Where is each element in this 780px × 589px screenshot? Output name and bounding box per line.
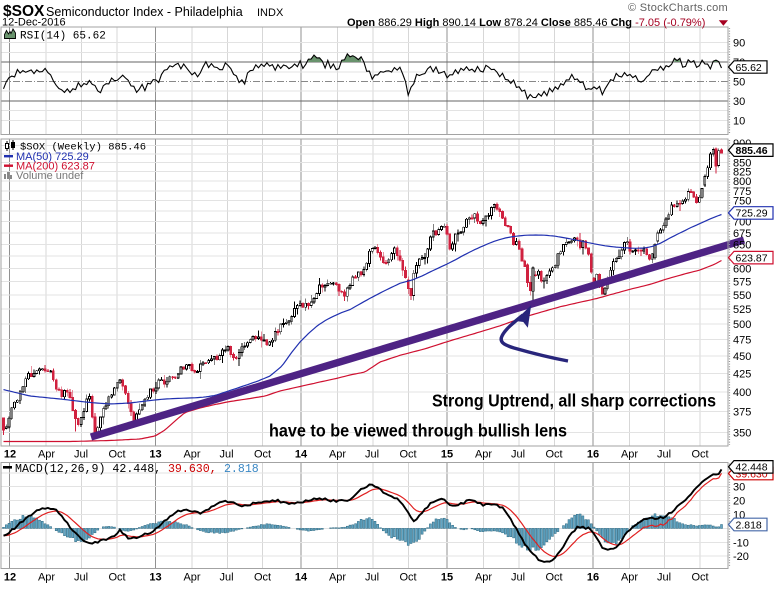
svg-text:Jul: Jul [511, 572, 525, 584]
svg-text:Jul: Jul [219, 449, 233, 461]
svg-text:Jul: Jul [511, 449, 525, 461]
svg-text:825: 825 [733, 167, 751, 179]
svg-text:450: 450 [733, 351, 751, 363]
svg-text:675: 675 [733, 228, 751, 240]
svg-text:Apr: Apr [38, 572, 55, 584]
svg-text:575: 575 [733, 277, 751, 289]
svg-text:50: 50 [733, 77, 745, 89]
svg-text:Apr: Apr [38, 449, 55, 461]
svg-text:INDX: INDX [257, 7, 284, 19]
svg-text:650: 650 [733, 239, 751, 251]
svg-text:Apr: Apr [475, 449, 492, 461]
svg-text:350: 350 [733, 428, 751, 440]
svg-text:Apr: Apr [183, 572, 200, 584]
svg-text:Oct: Oct [691, 572, 708, 584]
svg-text:Jul: Jul [657, 572, 671, 584]
svg-text:Oct: Oct [399, 449, 416, 461]
svg-text:500: 500 [733, 319, 751, 331]
svg-text:2.818: 2.818 [217, 463, 259, 476]
svg-text:475: 475 [733, 335, 751, 347]
svg-text:Apr: Apr [621, 449, 638, 461]
svg-text:Oct: Oct [545, 572, 562, 584]
svg-text:Apr: Apr [329, 572, 346, 584]
svg-text:2.818: 2.818 [736, 519, 762, 531]
svg-text:Semiconductor Index - Philadel: Semiconductor Index - Philadelphia [46, 5, 243, 19]
svg-text:Apr: Apr [475, 572, 492, 584]
svg-text:525: 525 [733, 304, 751, 316]
svg-text:90: 90 [733, 38, 745, 50]
svg-text:-10: -10 [733, 537, 749, 549]
svg-text:© StockCharts.com: © StockCharts.com [628, 2, 728, 14]
svg-text:30: 30 [733, 482, 745, 494]
svg-text:850: 850 [733, 158, 751, 170]
svg-text:13: 13 [149, 449, 161, 461]
svg-text:Apr: Apr [183, 449, 200, 461]
svg-text:MA(200) 623.87: MA(200) 623.87 [16, 161, 95, 173]
svg-text:400: 400 [733, 387, 751, 399]
svg-text:Jul: Jul [365, 449, 379, 461]
svg-text:16: 16 [587, 449, 599, 461]
svg-text:14: 14 [295, 449, 308, 461]
svg-text:Oct: Oct [108, 572, 125, 584]
svg-text:Oct: Oct [254, 572, 271, 584]
svg-text:16: 16 [587, 572, 599, 584]
svg-text:20: 20 [733, 496, 745, 508]
svg-text:Jul: Jul [74, 572, 88, 584]
svg-text:15: 15 [441, 572, 453, 584]
svg-text:MA(50) 725.29: MA(50) 725.29 [16, 151, 89, 163]
svg-text:Oct: Oct [108, 449, 125, 461]
svg-text:65.62: 65.62 [736, 62, 762, 74]
svg-text:13: 13 [149, 572, 161, 584]
svg-text:Jul: Jul [657, 449, 671, 461]
svg-text:750: 750 [733, 196, 751, 208]
svg-text:Open 886.29 High 890.14 Low 87: Open 886.29 High 890.14 Low 878.24 Close… [347, 17, 705, 29]
svg-text:15: 15 [441, 449, 453, 461]
svg-text:775: 775 [733, 186, 751, 198]
svg-text:550: 550 [733, 290, 751, 302]
svg-text:623.87: 623.87 [736, 252, 768, 264]
svg-text:39.630,: 39.630, [161, 463, 217, 476]
svg-text:800: 800 [733, 176, 751, 188]
svg-text:600: 600 [733, 264, 751, 276]
svg-text:Oct: Oct [399, 572, 416, 584]
svg-text:Jul: Jul [74, 449, 88, 461]
svg-text:-20: -20 [733, 551, 749, 563]
svg-text:10: 10 [733, 115, 745, 127]
svg-text:14: 14 [295, 572, 308, 584]
svg-text:Oct: Oct [545, 449, 562, 461]
svg-text:725.29: 725.29 [736, 208, 768, 220]
svg-text:425: 425 [733, 369, 751, 381]
svg-text:RSI(14) 65.62: RSI(14) 65.62 [20, 31, 106, 43]
svg-text:Jul: Jul [219, 572, 233, 584]
svg-text:12: 12 [4, 572, 16, 584]
svg-text:Strong Uptrend, all sharp corr: Strong Uptrend, all sharp corrections [432, 391, 716, 411]
svg-text:Oct: Oct [254, 449, 271, 461]
svg-text:have to be viewed through bull: have to be viewed through bullish lens [269, 421, 567, 441]
svg-text:42.448: 42.448 [736, 462, 768, 474]
svg-text:Volume undef: Volume undef [16, 170, 84, 182]
svg-text:30: 30 [733, 96, 745, 108]
svg-text:885.46: 885.46 [736, 145, 768, 157]
svg-text:Apr: Apr [621, 572, 638, 584]
svg-text:12-Dec-2016: 12-Dec-2016 [2, 17, 66, 29]
svg-text:Oct: Oct [691, 449, 708, 461]
svg-text:MACD(12,26,9) 42.448,: MACD(12,26,9) 42.448, [15, 463, 161, 476]
svg-text:$SOX: $SOX [3, 3, 45, 20]
svg-text:12: 12 [4, 449, 16, 461]
svg-text:375: 375 [733, 407, 751, 419]
svg-text:$SOX (Weekly) 885.46: $SOX (Weekly) 885.46 [20, 142, 146, 154]
svg-text:Apr: Apr [329, 449, 346, 461]
svg-text:Jul: Jul [365, 572, 379, 584]
